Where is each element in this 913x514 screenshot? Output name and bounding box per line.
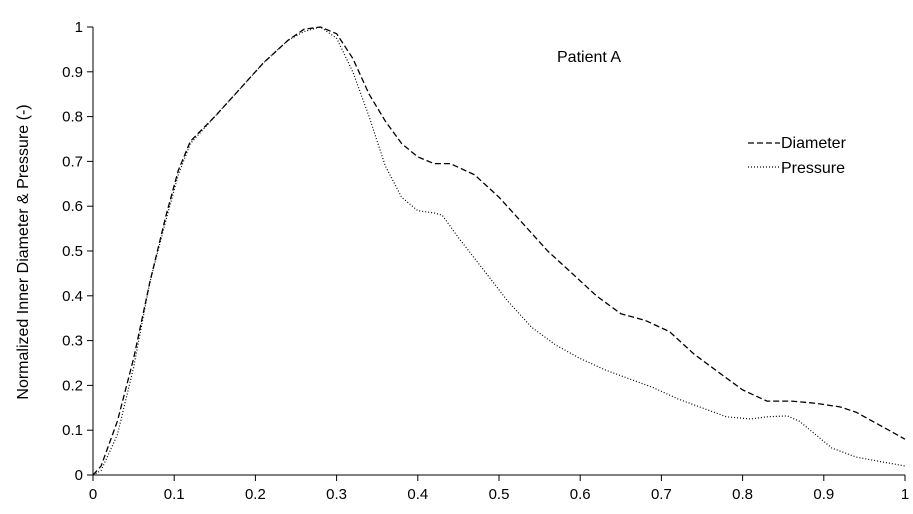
y-axis-title: Normalized Inner Diameter & Pressure (-) [15, 104, 32, 399]
y-tick-label: 0.6 [62, 198, 83, 215]
y-ticks: 0 0.1 0.2 0.3 0.4 0.5 0.6 0.7 0.8 0.9 1 [62, 19, 93, 484]
y-tick-label: 1 [75, 19, 83, 36]
legend: Diameter Pressure [748, 135, 847, 177]
x-tick-label: 0.1 [164, 486, 185, 503]
series-group [92, 26, 906, 476]
x-ticks: 0 0.1 0.2 0.3 0.4 0.5 0.6 0.7 0.8 0.9 1 [89, 475, 909, 503]
x-tick-label: 0.9 [813, 486, 834, 503]
x-tick-label: 0.5 [489, 486, 510, 503]
y-tick-label: 0.4 [62, 288, 83, 305]
x-tick-label: 0 [89, 486, 97, 503]
axes: 0 0.1 0.2 0.3 0.4 0.5 0.6 0.7 0.8 0.9 1 0 0.1 0.2 0.3… [62, 19, 909, 503]
x-tick-label: 0.2 [245, 486, 266, 503]
y-tick-label: 0 [75, 467, 83, 484]
y-tick-label: 0.7 [62, 153, 83, 170]
x-tick-label: 0.4 [407, 486, 428, 503]
patient-annotation: Patient A [557, 49, 621, 66]
y-tick-label: 0.8 [62, 109, 83, 126]
x-tick-label: 0.7 [651, 486, 672, 503]
x-tick-label: 1 [901, 486, 909, 503]
x-tick-label: 0.3 [326, 486, 347, 503]
y-tick-label: 0.1 [62, 422, 83, 439]
x-tick-label: 0.6 [570, 486, 591, 503]
legend-label-diameter: Diameter [781, 135, 847, 152]
legend-label-pressure: Pressure [781, 160, 845, 177]
y-tick-label: 0.2 [62, 377, 83, 394]
y-tick-label: 0.3 [62, 333, 83, 350]
x-tick-label: 0.8 [732, 486, 753, 503]
y-tick-label: 0.5 [62, 243, 83, 260]
y-tick-label: 0.9 [62, 64, 83, 81]
series-line-pressure [92, 26, 906, 476]
series-line-diameter [92, 26, 906, 476]
